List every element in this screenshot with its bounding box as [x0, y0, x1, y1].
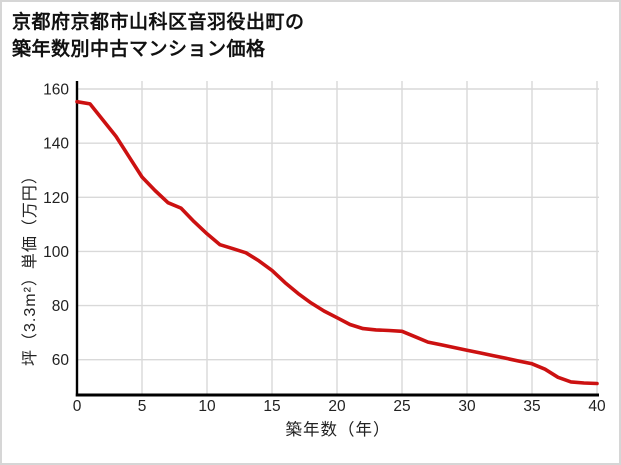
y-tick-label: 60: [52, 352, 70, 369]
y-tick-label: 120: [43, 190, 69, 207]
x-axis-label: 築年数（年）: [285, 421, 391, 439]
x-tick-label: 20: [328, 398, 346, 415]
x-tick-label: 30: [458, 398, 476, 415]
x-tick-label: 35: [523, 398, 540, 415]
x-tick-label: 5: [138, 398, 147, 415]
y-tick-label: 140: [43, 136, 69, 153]
chart-title-line-1: 京都府京都市山科区音羽役出町の: [12, 12, 305, 33]
x-tick-label: 40: [588, 398, 606, 415]
x-tick-label: 10: [198, 398, 216, 415]
x-tick-label: 0: [73, 398, 82, 415]
y-axis-label: 坪（3.3m²）単価（万円）: [22, 167, 39, 366]
y-tick-label: 100: [43, 244, 69, 261]
price-line: [75, 99, 599, 386]
y-tick-label: 80: [52, 298, 70, 315]
chart-title: 京都府京都市山科区音羽役出町の 築年数別中古マンション価格: [12, 9, 305, 63]
y-tick-label: 160: [43, 82, 69, 99]
x-tick-label: 25: [393, 398, 410, 415]
chart-title-line-2: 築年数別中古マンション価格: [12, 39, 266, 60]
x-tick-label: 15: [263, 398, 280, 415]
